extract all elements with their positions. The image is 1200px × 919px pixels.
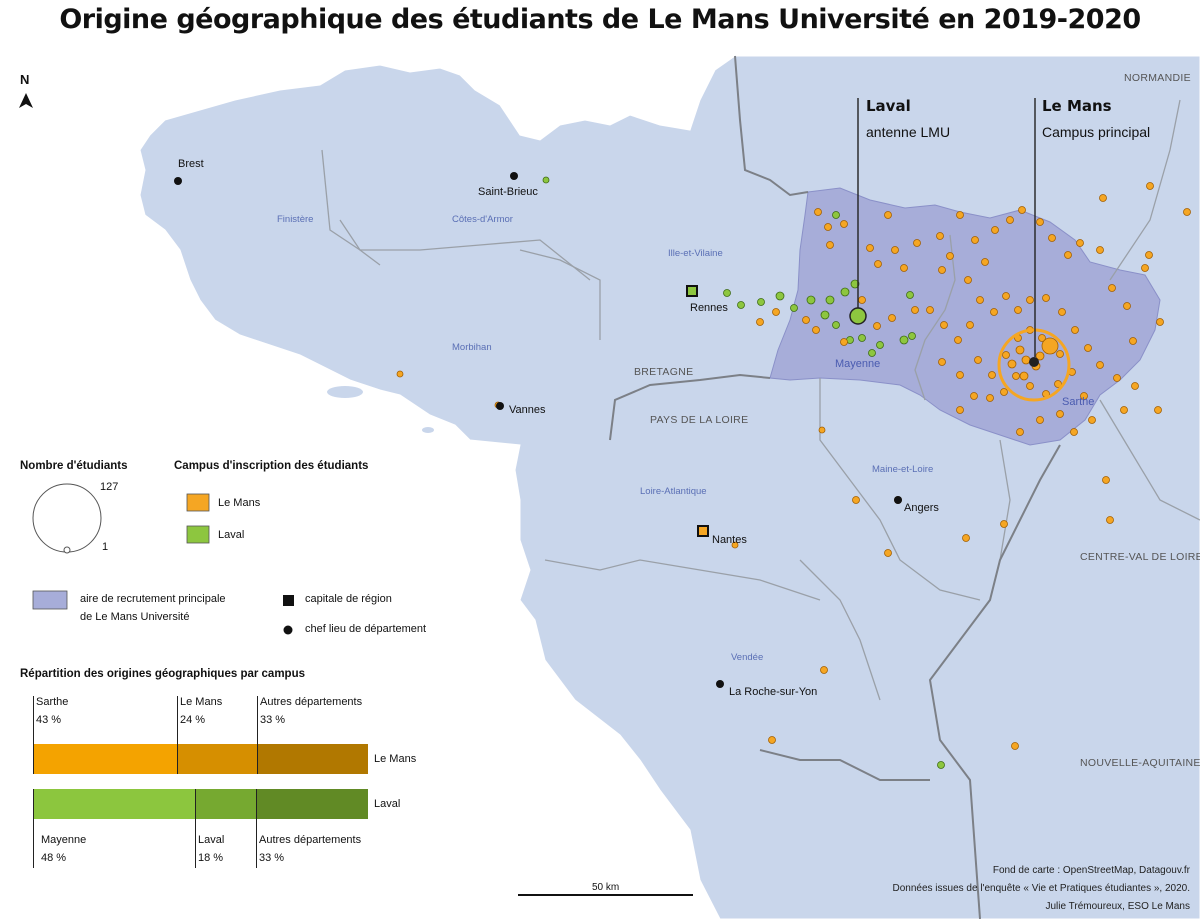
le-mans-bar-segment bbox=[33, 744, 177, 774]
legend-capitale: capitale de région bbox=[305, 593, 392, 605]
le-mans-segment-pct: 24 % bbox=[180, 714, 206, 726]
lemans-campus-marker bbox=[1029, 357, 1039, 367]
region-bretagne: BRETAGNE bbox=[634, 366, 694, 378]
dept-morbihan: Morbihan bbox=[452, 342, 492, 353]
laval-bar-segment bbox=[256, 789, 368, 819]
segment-divider bbox=[256, 789, 257, 868]
dept-vendee: Vendée bbox=[731, 652, 764, 663]
legend-size-max: 127 bbox=[100, 481, 119, 493]
le-mans-segment-name: Le Mans bbox=[180, 696, 223, 708]
le-mans-segment-name: Autres départements bbox=[260, 696, 363, 708]
lemans-points bbox=[396, 182, 1191, 750]
legend-area-line1: aire de recrutement principale bbox=[80, 593, 226, 605]
legend-campus-title: Campus d'inscription des étudiants bbox=[174, 460, 369, 472]
callout-lemans-sub: Campus principal bbox=[1042, 124, 1151, 140]
scale-label: 50 km bbox=[592, 882, 620, 893]
dept-cotes-armor: Côtes-d'Armor bbox=[452, 214, 513, 225]
city-angers: Angers bbox=[904, 502, 939, 514]
dept-maine-loire: Maine-et-Loire bbox=[872, 464, 934, 475]
legend-lemans-swatch bbox=[186, 493, 210, 512]
legend-size-min: 1 bbox=[102, 541, 109, 553]
legend-laval-swatch bbox=[186, 525, 210, 544]
le-mans-segment-pct: 33 % bbox=[260, 714, 286, 726]
dept-sarthe: Sarthe bbox=[1062, 396, 1095, 408]
city-brest: Brest bbox=[178, 158, 204, 170]
legend-chef-lieu: chef lieu de département bbox=[305, 623, 427, 635]
legend-area-line2: de Le Mans Université bbox=[80, 611, 190, 623]
laval-points bbox=[542, 176, 945, 769]
city-rennes: Rennes bbox=[690, 302, 728, 314]
city-saint-brieuc: Saint-Brieuc bbox=[478, 186, 538, 198]
legend-size-title: Nombre d'étudiants bbox=[20, 460, 128, 472]
nantes-capital-marker bbox=[697, 525, 709, 537]
le-mans-segment-name: Sarthe bbox=[36, 696, 69, 708]
le-mans-segment-pct: 43 % bbox=[36, 714, 62, 726]
segment-divider bbox=[177, 696, 178, 774]
city-nantes: Nantes bbox=[712, 534, 747, 546]
laval-bar-segment bbox=[195, 789, 256, 819]
legend-campus-laval: Laval bbox=[218, 529, 245, 541]
segment-divider bbox=[195, 789, 196, 868]
credit-line2: Données issues de l'enquête « Vie et Pra… bbox=[892, 883, 1191, 894]
laval-segment-name: Laval bbox=[198, 834, 225, 846]
segment-divider bbox=[33, 789, 34, 868]
laval-segment-pct: 48 % bbox=[41, 852, 67, 864]
rennes-capital-marker bbox=[686, 285, 698, 297]
north-arrow-icon bbox=[19, 93, 33, 108]
laval-segment-pct: 33 % bbox=[259, 852, 285, 864]
callout-lemans-name: Le Mans bbox=[1042, 97, 1112, 115]
segment-divider bbox=[33, 696, 34, 774]
credit-line1: Fond de carte : OpenStreetMap, Datagouv.… bbox=[992, 865, 1190, 876]
region-pays-loire: PAYS DE LA LOIRE bbox=[650, 414, 749, 426]
region-centre: CENTRE-VAL DE LOIRE bbox=[1080, 551, 1200, 563]
dept-loire-atlantique: Loire-Atlantique bbox=[640, 486, 707, 497]
laval-segment-pct: 18 % bbox=[198, 852, 224, 864]
laval-campus-marker bbox=[849, 307, 867, 325]
legend-campus-lemans: Le Mans bbox=[218, 497, 261, 509]
dept-finistere: Finistère bbox=[277, 214, 314, 225]
segment-divider bbox=[257, 696, 258, 774]
legend-area-swatch bbox=[32, 590, 68, 610]
bar-label-lemans: Le Mans bbox=[374, 753, 417, 765]
laval-segment-name: Mayenne bbox=[41, 834, 87, 846]
city-markers bbox=[174, 172, 902, 688]
legend-chef-lieu-icon bbox=[283, 625, 293, 635]
size-legend-big-circle bbox=[32, 483, 102, 553]
laval-bar-segment bbox=[33, 789, 195, 819]
size-legend-small-circle bbox=[63, 546, 71, 554]
credit-line3: Julie Trémoureux, ESO Le Mans bbox=[1045, 901, 1190, 912]
region-normandie: NORMANDIE bbox=[1124, 72, 1191, 84]
laval-segment-name: Autres départements bbox=[259, 834, 362, 846]
le-mans-bar-segment bbox=[257, 744, 368, 774]
legend-capital-icon bbox=[283, 595, 294, 606]
city-la-roche-sur-yon: La Roche-sur-Yon bbox=[729, 686, 818, 698]
bar-label-laval: Laval bbox=[374, 798, 401, 810]
map-title: Origine géographique des étudiants de Le… bbox=[59, 4, 1141, 35]
callout-laval-name: Laval bbox=[866, 97, 911, 115]
dept-ille-vilaine: Ille-et-Vilaine bbox=[668, 248, 723, 259]
dept-mayenne: Mayenne bbox=[835, 358, 881, 370]
le-mans-bar-segment bbox=[177, 744, 257, 774]
callout-laval-sub: antenne LMU bbox=[866, 124, 951, 140]
city-vannes: Vannes bbox=[509, 404, 546, 416]
lemans-campus-ring bbox=[997, 328, 1071, 402]
north-label: N bbox=[20, 72, 30, 87]
recruitment-area bbox=[769, 187, 1161, 446]
region-aquitaine: NOUVELLE-AQUITAINE bbox=[1080, 757, 1200, 769]
distribution-title: Répartition des origines géographiques p… bbox=[20, 668, 306, 680]
